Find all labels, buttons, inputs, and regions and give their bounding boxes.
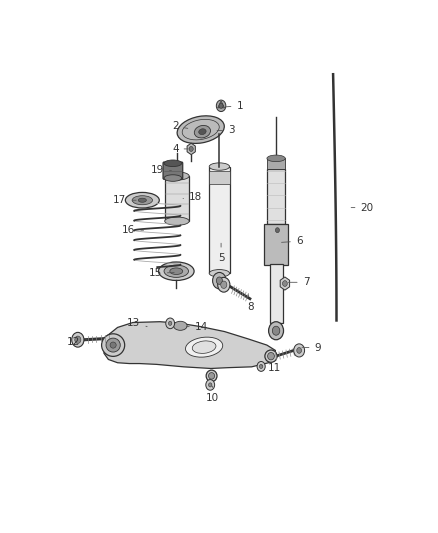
Ellipse shape [106,338,120,352]
Ellipse shape [209,270,230,277]
Text: 16: 16 [122,225,144,235]
Ellipse shape [164,265,188,277]
Text: 5: 5 [218,243,224,263]
Ellipse shape [267,155,285,161]
Ellipse shape [132,196,152,205]
Text: 14: 14 [187,321,208,332]
Circle shape [216,100,226,111]
Text: 1: 1 [226,101,243,111]
Ellipse shape [138,198,146,202]
Ellipse shape [192,341,216,353]
Text: 12: 12 [67,337,87,347]
Text: 18: 18 [183,192,202,203]
Text: 15: 15 [148,268,174,278]
Ellipse shape [206,370,217,382]
Circle shape [259,365,263,368]
Polygon shape [218,101,224,108]
Ellipse shape [186,337,223,357]
Polygon shape [280,277,290,290]
Circle shape [166,318,175,329]
Text: 10: 10 [206,386,219,403]
Bar [209,166,230,273]
Ellipse shape [208,373,215,379]
Circle shape [294,344,304,357]
Text: 3: 3 [217,125,235,135]
Ellipse shape [209,163,230,170]
Circle shape [206,379,215,390]
Bar [267,158,285,168]
Ellipse shape [173,321,187,330]
Bar [209,172,230,184]
Text: 13: 13 [127,318,147,327]
Bar [264,224,288,265]
Circle shape [218,277,230,292]
Ellipse shape [159,262,194,280]
Circle shape [72,333,84,347]
Ellipse shape [199,129,206,135]
Bar [165,176,189,221]
Ellipse shape [125,192,159,208]
Ellipse shape [165,172,189,180]
Circle shape [257,361,265,372]
Bar [270,264,283,322]
Text: 2: 2 [172,122,188,131]
Circle shape [221,281,227,288]
Ellipse shape [102,334,125,357]
Circle shape [272,326,280,335]
Text: 20: 20 [351,203,374,213]
Circle shape [75,336,81,343]
Ellipse shape [265,350,277,362]
Circle shape [212,272,226,289]
Text: 7: 7 [288,277,309,287]
Circle shape [283,281,287,286]
Text: 9: 9 [302,343,321,353]
Ellipse shape [194,125,211,138]
Text: 6: 6 [282,236,303,246]
Text: 19: 19 [151,165,171,175]
Text: 17: 17 [113,195,136,205]
Circle shape [216,277,223,284]
Circle shape [276,228,279,232]
Polygon shape [104,322,276,368]
Circle shape [208,383,212,387]
Text: 11: 11 [262,364,281,374]
Ellipse shape [164,175,182,181]
Ellipse shape [170,268,183,274]
Text: 8: 8 [247,295,254,312]
Circle shape [189,147,193,151]
Circle shape [219,103,223,108]
Circle shape [268,322,283,340]
Bar [267,168,285,224]
Ellipse shape [177,116,224,143]
FancyBboxPatch shape [163,162,183,179]
Ellipse shape [165,217,189,225]
Ellipse shape [164,160,182,166]
Ellipse shape [110,342,116,348]
Circle shape [169,321,172,325]
Ellipse shape [268,352,274,360]
Text: 4: 4 [172,144,188,154]
Circle shape [297,348,301,353]
Polygon shape [187,143,195,155]
